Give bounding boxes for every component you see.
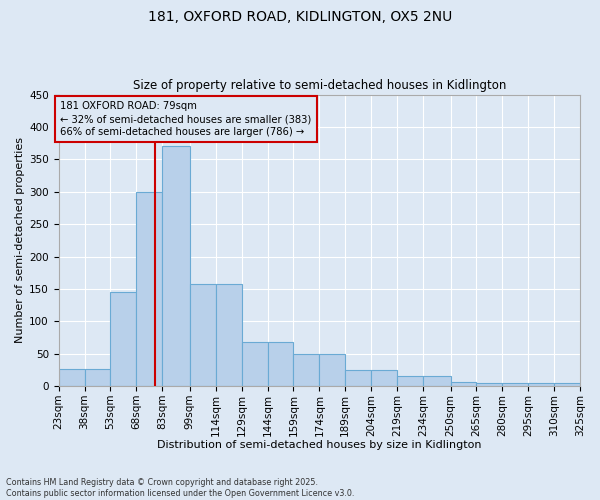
Text: 181 OXFORD ROAD: 79sqm
← 32% of semi-detached houses are smaller (383)
66% of se: 181 OXFORD ROAD: 79sqm ← 32% of semi-det… <box>61 101 311 138</box>
Bar <box>423 376 451 386</box>
Bar <box>136 192 162 386</box>
Bar <box>554 384 580 386</box>
Bar <box>528 384 554 386</box>
Bar <box>397 376 423 386</box>
Text: 181, OXFORD ROAD, KIDLINGTON, OX5 2NU: 181, OXFORD ROAD, KIDLINGTON, OX5 2NU <box>148 10 452 24</box>
Bar <box>110 292 136 386</box>
Bar <box>345 370 371 386</box>
Bar <box>293 354 319 386</box>
Bar <box>502 384 528 386</box>
Text: Contains HM Land Registry data © Crown copyright and database right 2025.
Contai: Contains HM Land Registry data © Crown c… <box>6 478 355 498</box>
Bar <box>85 368 110 386</box>
Bar <box>190 284 216 386</box>
Bar <box>371 370 397 386</box>
Bar <box>476 384 502 386</box>
Bar <box>268 342 293 386</box>
Title: Size of property relative to semi-detached houses in Kidlington: Size of property relative to semi-detach… <box>133 79 506 92</box>
X-axis label: Distribution of semi-detached houses by size in Kidlington: Distribution of semi-detached houses by … <box>157 440 482 450</box>
Bar <box>59 368 85 386</box>
Bar <box>242 342 268 386</box>
Bar <box>451 382 476 386</box>
Y-axis label: Number of semi-detached properties: Number of semi-detached properties <box>15 138 25 344</box>
Bar <box>162 146 190 386</box>
Bar <box>319 354 345 386</box>
Bar <box>216 284 242 386</box>
